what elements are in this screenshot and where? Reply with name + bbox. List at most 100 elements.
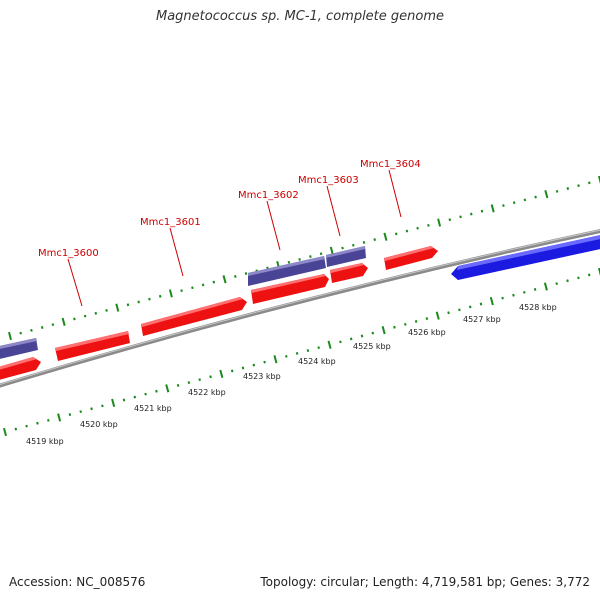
upper-track-minor-tick — [105, 309, 108, 312]
lower-track-major-tick — [381, 326, 386, 335]
upper-track-minor-tick — [448, 218, 452, 222]
lower-track-minor-tick — [133, 395, 137, 399]
upper-track-minor-tick — [373, 238, 376, 241]
gene-label-mmc1-3601: Mmc1_3601 — [140, 217, 201, 228]
lower-track-minor-tick — [187, 381, 191, 384]
upper-track-minor-tick — [158, 294, 162, 298]
upper-track-minor-tick — [51, 323, 55, 327]
upper-track-minor-tick — [148, 297, 151, 301]
upper-track-minor-tick — [352, 243, 355, 247]
lower-track-major-tick — [543, 282, 548, 291]
upper-track-minor-tick — [416, 226, 419, 230]
upper-track-minor-tick — [40, 326, 44, 329]
gene-mmc1-3602-forward[interactable] — [251, 274, 329, 304]
gene-left-reverse[interactable] — [0, 338, 38, 360]
lower-track-minor-tick — [404, 322, 407, 326]
lower-tick-track — [3, 267, 600, 437]
lower-track-minor-tick — [349, 337, 353, 341]
lower-track-minor-tick — [295, 352, 299, 355]
lower-track-major-tick — [165, 384, 170, 393]
lower-track-minor-tick — [533, 288, 537, 291]
lower-track-minor-tick — [479, 302, 483, 306]
gene-mmc1-3601[interactable] — [141, 297, 247, 336]
lower-track-major-tick — [273, 355, 278, 364]
lower-track-minor-tick — [144, 392, 147, 396]
lower-track-minor-tick — [414, 320, 418, 323]
lower-track-minor-tick — [79, 410, 82, 414]
upper-track-minor-tick — [287, 260, 291, 264]
upper-track-minor-tick — [534, 195, 537, 199]
gene-label-mmc1-3600: Mmc1_3600 — [38, 248, 99, 259]
accession-text: Accession: NC_008576 — [9, 575, 146, 589]
upper-track-major-tick — [598, 175, 600, 185]
upper-track-minor-tick — [502, 204, 505, 207]
upper-track-major-tick — [61, 317, 66, 326]
lower-track-minor-tick — [263, 360, 266, 364]
map-title: Magnetococcus sp. MC-1, complete genome — [155, 9, 445, 24]
leader-line-mmc1-3603 — [326, 185, 341, 237]
upper-track-major-tick — [437, 218, 442, 227]
upper-track-minor-tick — [201, 283, 205, 287]
upper-track-minor-tick — [137, 300, 140, 304]
upper-track-minor-tick — [588, 181, 591, 185]
upper-tick-track — [8, 175, 600, 341]
lower-track-minor-tick — [339, 340, 342, 344]
gene-mmc1-3603[interactable] — [326, 246, 366, 267]
gene-mmc1-3600[interactable] — [55, 331, 130, 361]
lower-track-major-tick — [435, 311, 440, 320]
scale-label-4520: 4520 kbp — [80, 420, 118, 429]
lower-track-minor-tick — [587, 273, 591, 277]
lower-track-minor-tick — [512, 293, 515, 297]
upper-track-minor-tick — [362, 240, 366, 244]
upper-track-minor-tick — [191, 286, 194, 290]
gene-mmc1-3603-forward[interactable] — [330, 263, 368, 283]
upper-track-minor-tick — [94, 311, 98, 315]
lower-track-minor-tick — [447, 311, 450, 315]
upper-track-minor-tick — [427, 223, 430, 227]
lower-track-minor-tick — [371, 331, 375, 335]
upper-track-minor-tick — [83, 314, 87, 318]
gene-label-mmc1-3603: Mmc1_3603 — [298, 175, 359, 186]
lower-track-minor-tick — [566, 279, 569, 283]
lower-track-minor-tick — [14, 427, 18, 431]
scale-label-4527: 4527 kbp — [463, 315, 501, 324]
gene-left-forward[interactable] — [0, 357, 41, 381]
upper-track-major-tick — [8, 331, 12, 341]
lower-track-minor-tick — [523, 290, 526, 294]
upper-track-major-tick — [168, 289, 173, 298]
leader-line-mmc1-3600 — [67, 258, 83, 307]
scale-label-4524: 4524 kbp — [298, 357, 336, 366]
upper-track-minor-tick — [319, 252, 323, 256]
upper-track-minor-tick — [309, 255, 312, 258]
scale-label-4521: 4521 kbp — [134, 404, 172, 413]
upper-track-minor-tick — [30, 328, 33, 332]
genome-backbone-highlight — [0, 229, 600, 386]
lower-track-minor-tick — [468, 305, 472, 309]
upper-track-major-tick — [329, 246, 334, 256]
gene-label-mmc1-3604: Mmc1_3604 — [360, 159, 421, 170]
scale-label-4523: 4523 kbp — [243, 372, 281, 381]
lower-track-minor-tick — [458, 308, 461, 312]
upper-track-minor-tick — [405, 229, 409, 233]
leader-line-mmc1-3604 — [388, 169, 402, 218]
gene-right-blue[interactable] — [451, 234, 600, 280]
lower-track-minor-tick — [285, 354, 288, 358]
scale-label-4526: 4526 kbp — [408, 328, 446, 337]
upper-track-major-tick — [222, 275, 227, 284]
upper-track-minor-tick — [19, 331, 22, 335]
lower-track-minor-tick — [425, 317, 429, 320]
lower-track-minor-tick — [36, 421, 39, 425]
lower-track-minor-tick — [198, 378, 201, 382]
lower-track-minor-tick — [122, 398, 126, 402]
lower-track-minor-tick — [393, 325, 396, 329]
upper-track-minor-tick — [298, 258, 301, 261]
genome-summary-text: Topology: circular; Length: 4,719,581 bp… — [260, 575, 590, 589]
lower-track-major-tick — [327, 340, 332, 349]
upper-track-major-tick — [544, 190, 549, 199]
gene-mmc1-3602[interactable] — [248, 256, 326, 286]
lower-track-minor-tick — [155, 389, 158, 393]
gene-mmc1-3604[interactable] — [384, 246, 438, 270]
upper-track-minor-tick — [212, 280, 216, 284]
scale-label-4519: 4519 kbp — [26, 437, 64, 446]
